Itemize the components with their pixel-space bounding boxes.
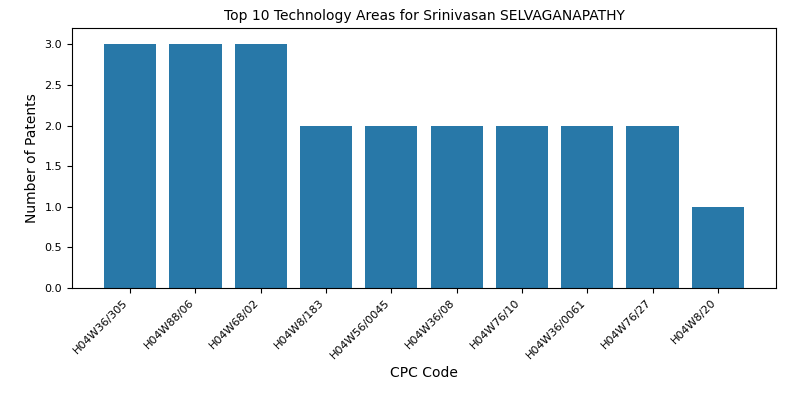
Bar xyxy=(234,44,287,288)
Title: Top 10 Technology Areas for Srinivasan SELVAGANAPATHY: Top 10 Technology Areas for Srinivasan S… xyxy=(223,9,625,23)
Bar xyxy=(430,126,482,288)
Bar xyxy=(170,44,222,288)
Bar xyxy=(692,207,744,288)
Bar xyxy=(561,126,614,288)
Y-axis label: Number of Patents: Number of Patents xyxy=(25,93,39,223)
X-axis label: CPC Code: CPC Code xyxy=(390,366,458,380)
Bar xyxy=(366,126,418,288)
Bar xyxy=(300,126,352,288)
Bar xyxy=(626,126,678,288)
Bar xyxy=(496,126,548,288)
Bar xyxy=(104,44,156,288)
